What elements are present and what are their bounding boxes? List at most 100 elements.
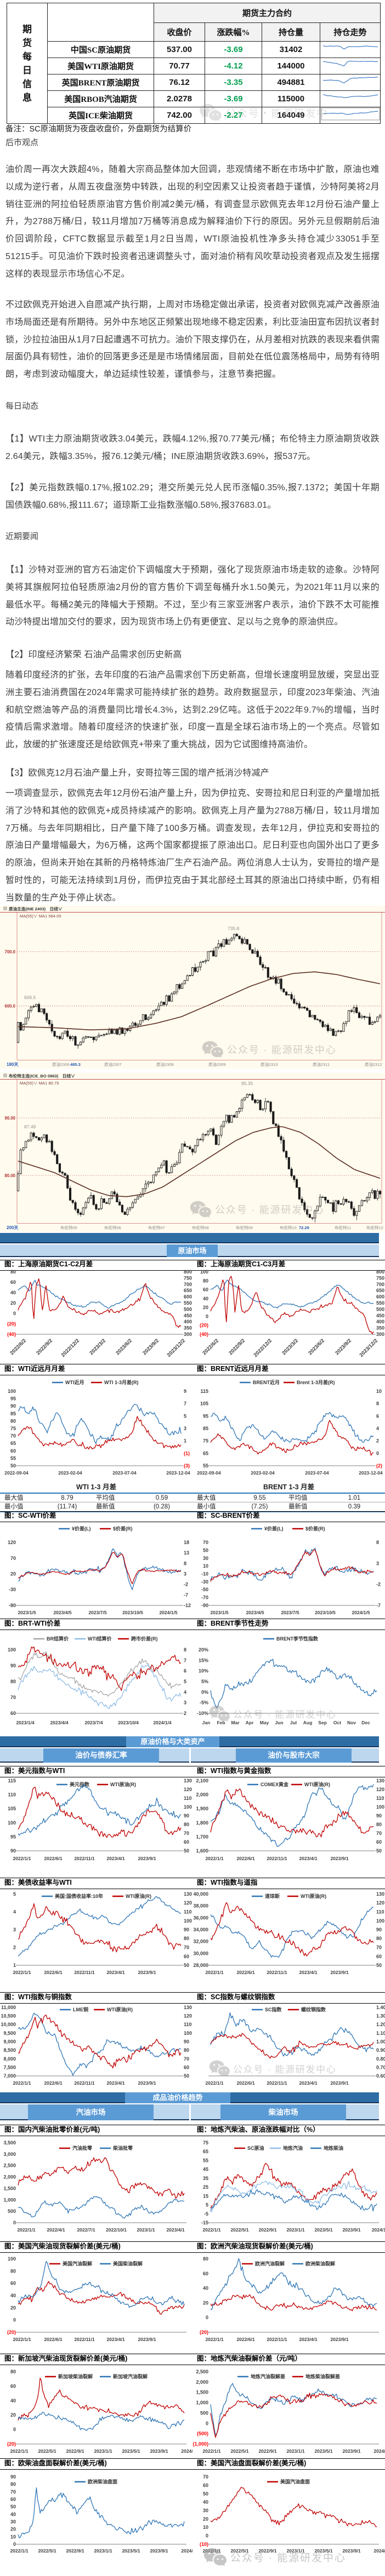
svg-text:2022/9/2: 2022/9/2	[228, 1338, 246, 1356]
svg-text:螺纹钢指数: 螺纹钢指数	[301, 2006, 326, 2012]
svg-text:8: 8	[376, 1540, 379, 1545]
svg-text:2024/1/: 2024/1/	[372, 2227, 385, 2233]
svg-text:50: 50	[10, 2504, 16, 2510]
svg-text:65: 65	[203, 2149, 208, 2154]
svg-text:(1): (1)	[184, 1450, 190, 1456]
svg-text:40: 40	[10, 1290, 16, 1295]
svg-text:(20): (20)	[7, 2441, 16, 2447]
svg-text:2023/4/1: 2023/4/1	[299, 2080, 317, 2086]
svg-text:2023/12/2: 2023/12/2	[166, 1338, 186, 1358]
svg-text:2023/4/5: 2023/4/5	[246, 1610, 264, 1615]
svg-text:2023/4/5: 2023/4/5	[53, 1610, 71, 1615]
svg-text:40: 40	[10, 2398, 16, 2403]
svg-text:5%: 5%	[201, 1679, 208, 1684]
svg-text:原油2306: 原油2306	[52, 1062, 70, 1067]
svg-text:2023/9/1: 2023/9/1	[342, 2227, 360, 2233]
svg-text:80: 80	[203, 2256, 208, 2262]
svg-text:20: 20	[203, 2300, 208, 2305]
svg-text:2022/5/1: 2022/5/1	[38, 2548, 56, 2554]
svg-text:85: 85	[10, 1411, 16, 1416]
svg-text:10: 10	[376, 1389, 382, 1394]
svg-text:Dec: Dec	[361, 1720, 370, 1725]
svg-text:700: 700	[376, 1282, 384, 1287]
svg-text:75: 75	[203, 2140, 208, 2145]
svg-text:2023/9/1: 2023/9/1	[138, 2080, 156, 2086]
svg-text:90: 90	[10, 1848, 16, 1854]
svg-text:2022/1/1: 2022/1/1	[10, 2548, 28, 2554]
svg-text:2: 2	[376, 1438, 379, 1444]
svg-text:2023/4/1: 2023/4/1	[299, 1970, 317, 1975]
svg-text:75: 75	[10, 1426, 16, 1431]
svg-text:Apr: Apr	[246, 1720, 254, 1725]
svg-text:图：SC-WTI价差: 图：SC-WTI价差	[4, 1511, 56, 1519]
svg-text:800: 800	[376, 1269, 384, 1275]
svg-text:2022/6/1: 2022/6/1	[44, 1970, 62, 1975]
svg-text:110: 110	[8, 1792, 16, 1798]
svg-text:(20): (20)	[200, 2330, 208, 2335]
svg-text:450: 450	[184, 1313, 192, 1318]
svg-text:15: 15	[203, 2193, 208, 2199]
svg-text:750: 750	[376, 1275, 384, 1281]
svg-text:0: 0	[13, 2317, 16, 2323]
svg-text:2,500: 2,500	[196, 2369, 208, 2374]
svg-text:3: 3	[376, 1560, 379, 1566]
svg-text:新加坡汽油裂解: 新加坡汽油裂解	[113, 2373, 148, 2379]
svg-text:(3): (3)	[184, 1463, 190, 1468]
svg-text:-10: -10	[201, 1571, 208, 1577]
svg-text:7,500: 7,500	[3, 2064, 16, 2070]
svg-text:1: 1	[184, 1438, 186, 1444]
svg-text:0: 0	[13, 2541, 16, 2547]
svg-text:BRENT季节性指数: BRENT季节性指数	[276, 1636, 319, 1642]
svg-text:8: 8	[184, 1560, 186, 1566]
svg-text:100: 100	[376, 1918, 384, 1924]
svg-text:38,000: 38,000	[193, 1903, 208, 1909]
svg-text:地炼汽油裂解差: 地炼汽油裂解差	[251, 2373, 285, 2379]
svg-text:2023/10/4: 2023/10/4	[118, 1720, 139, 1725]
svg-text:2024/1/5: 2024/1/5	[352, 1610, 370, 1615]
svg-text:20: 20	[10, 2412, 16, 2418]
svg-text:地炼柴油: 地炼柴油	[324, 2145, 343, 2151]
svg-text:6: 6	[376, 1413, 379, 1419]
svg-text:4: 4	[184, 1689, 186, 1695]
svg-text:$价差(R): $价差(R)	[113, 1525, 133, 1531]
svg-text:3: 3	[13, 1927, 16, 1932]
svg-text:60: 60	[10, 2281, 16, 2286]
svg-text:105: 105	[8, 1806, 16, 1811]
svg-text:70: 70	[10, 1695, 16, 1700]
svg-text:3,000: 3,000	[3, 2152, 16, 2157]
svg-text:30: 30	[203, 1556, 208, 1561]
svg-text:1.30: 1.30	[376, 2013, 385, 2019]
svg-text:2,100: 2,100	[196, 1778, 208, 1783]
svg-text:45: 45	[203, 2167, 208, 2172]
svg-text:2022/9/1: 2022/9/1	[66, 2548, 84, 2554]
svg-text:2024/: 2024/	[181, 2448, 192, 2454]
svg-text:(2): (2)	[376, 1463, 382, 1468]
svg-text:2023/1/1: 2023/1/1	[94, 2548, 112, 2554]
svg-text:2023/4/1: 2023/4/1	[299, 2337, 317, 2342]
svg-text:10,000: 10,000	[1, 2022, 16, 2027]
svg-text:80: 80	[184, 1822, 189, 1827]
svg-text:0: 0	[13, 1311, 16, 1316]
svg-text:70: 70	[10, 1556, 16, 1561]
svg-text:25: 25	[203, 2184, 208, 2190]
svg-text:70: 70	[376, 1945, 382, 1950]
svg-text:90: 90	[10, 1663, 16, 1668]
svg-text:-5: -5	[204, 2211, 208, 2217]
svg-text:13: 13	[184, 1550, 189, 1556]
svg-text:0: 0	[13, 2220, 16, 2225]
svg-text:2023/7/5: 2023/7/5	[88, 1610, 106, 1615]
svg-text:95: 95	[203, 1413, 208, 1419]
svg-text:95.35: 95.35	[241, 1081, 253, 1086]
svg-text:110: 110	[376, 1795, 384, 1801]
svg-text:布伦特12: 布伦特12	[366, 1225, 383, 1230]
svg-text:原油2310: 原油2310	[261, 1062, 278, 1067]
svg-text:1.10: 1.10	[376, 2030, 385, 2036]
svg-text:60: 60	[376, 1954, 382, 1959]
svg-text:1.00: 1.00	[376, 2039, 385, 2045]
svg-text:2022/11/1: 2022/11/1	[267, 2080, 287, 2086]
svg-text:(40): (40)	[200, 1332, 208, 1337]
svg-text:85: 85	[203, 1426, 208, 1431]
svg-text:100: 100	[8, 2256, 16, 2262]
svg-text:图：美国汽柴油现货裂解价差(美元/桶): 图：美国汽柴油现货裂解价差(美元/桶)	[4, 2242, 121, 2250]
svg-text:10%: 10%	[199, 1668, 208, 1674]
